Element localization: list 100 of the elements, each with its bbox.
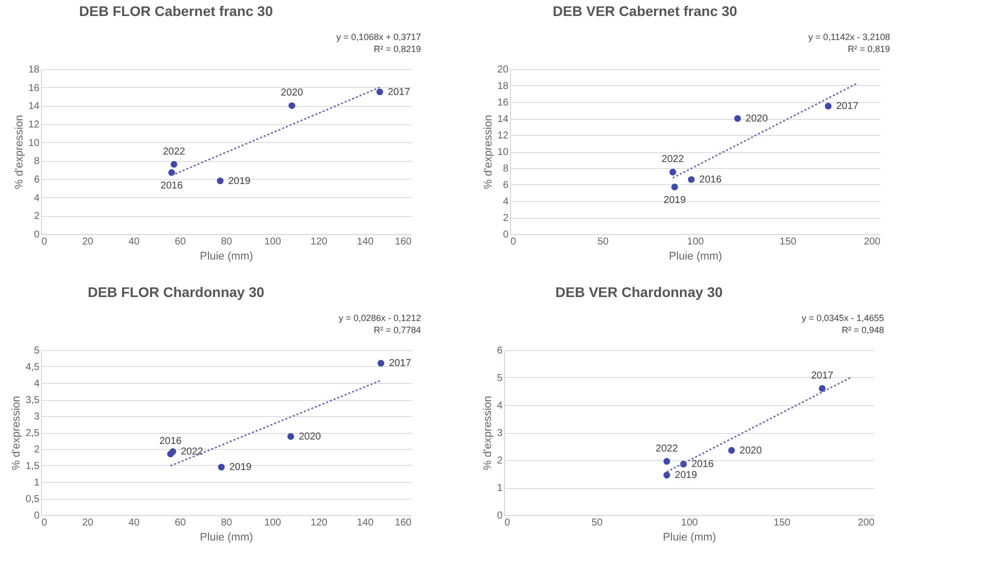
point — [734, 115, 741, 122]
point — [168, 169, 176, 176]
y-tick-label: 10 — [497, 147, 509, 158]
y-tick-label: 2 — [34, 444, 40, 456]
x-tick-label: 100 — [687, 236, 704, 248]
text: y = 0,0286x - 0,1212 — [338, 313, 421, 323]
y-tick-label: 4 — [34, 378, 40, 390]
x-tick-label: 200 — [858, 518, 875, 528]
y-tick-label: 2,5 — [26, 428, 40, 439]
y-tick-label: 3 — [34, 412, 40, 422]
x-tick-label: 0 — [42, 518, 48, 528]
annotation: 2017 — [388, 358, 412, 370]
text: y = 0,0345x - 1,4655 — [802, 313, 884, 323]
text: R² = 0,819 — [848, 44, 890, 54]
x-tick-label: 200 — [864, 236, 881, 248]
x-tick-label: 100 — [264, 236, 282, 248]
point — [671, 184, 678, 190]
x-axis-title: Pluie (mm) — [668, 250, 722, 262]
y-tick-label: 6 — [496, 346, 503, 356]
annotation: 2022 — [656, 443, 678, 454]
point — [818, 385, 826, 392]
x-axis-title: Pluie (mm) — [200, 250, 254, 262]
annotation: 2016 — [699, 174, 722, 186]
y-axis-title: % d'expression — [10, 396, 23, 470]
y-tick-label: 8 — [502, 164, 509, 174]
y-tick-label: 1,5 — [26, 461, 40, 472]
y-tick-label: 14 — [497, 114, 509, 125]
x-tick-label: 80 — [220, 236, 232, 248]
y-tick-label: 0 — [34, 510, 40, 522]
x-tick-label: 40 — [128, 236, 140, 248]
point — [688, 176, 695, 183]
point — [663, 458, 670, 465]
y-tick-label: 6 — [34, 174, 40, 186]
y-tick-label: 5 — [34, 346, 40, 356]
y-tick-label: 18 — [497, 81, 509, 92]
point — [663, 472, 670, 478]
annotation: 2022 — [180, 446, 204, 458]
chart-title: DEB VER Chardonnay 30 — [555, 284, 723, 300]
point — [169, 448, 176, 455]
y-tick-label: 1 — [496, 483, 503, 494]
y-tick-label: 0,5 — [26, 494, 40, 505]
x-tick-label: 120 — [310, 236, 328, 248]
x-tick-label: 50 — [591, 518, 603, 528]
y-tick-label: 2 — [34, 211, 40, 222]
text: R² = 0,7784 — [374, 325, 421, 335]
x-tick-label: 20 — [82, 518, 94, 528]
y-tick-label: 0 — [502, 230, 509, 240]
annotation: 2020 — [740, 445, 762, 456]
x-tick-label: 120 — [310, 518, 328, 528]
y-tick-label: 10 — [28, 138, 40, 149]
x-tick-label: 50 — [597, 236, 609, 248]
annotation: 2017 — [388, 86, 410, 98]
y-axis-title: % d'expression — [482, 396, 494, 470]
y-axis-title: % d'expression — [482, 114, 494, 190]
text: R² = 0,948 — [842, 325, 884, 335]
y-tick-label: 16 — [28, 82, 40, 94]
y-tick-label: 4 — [496, 400, 503, 412]
point — [824, 102, 832, 110]
y-tick-label: 1 — [34, 478, 40, 488]
y-tick-label: 4,5 — [26, 362, 40, 373]
x-tick-label: 140 — [356, 518, 374, 528]
x-axis-title: Pluie (mm) — [200, 532, 254, 544]
text: y = 0,1142x - 3,2108 — [808, 32, 890, 42]
text: y = 0,1068x + 0,3717 — [336, 32, 421, 42]
x-tick-label: 20 — [82, 236, 94, 248]
y-tick-label: 4 — [502, 196, 509, 208]
y-tick-label: 6 — [502, 180, 509, 191]
annotation: 2022 — [662, 154, 684, 166]
x-tick-label: 160 — [394, 236, 412, 248]
annotation: 2019 — [664, 194, 686, 206]
x-tick-label: 150 — [780, 236, 797, 248]
x-tick-label: 0 — [510, 236, 516, 248]
x-tick-label: 140 — [356, 236, 374, 248]
x-tick-label: 100 — [681, 518, 698, 528]
point — [218, 464, 225, 470]
annotation: 2016 — [160, 180, 184, 192]
point — [288, 102, 296, 110]
x-tick-label: 40 — [128, 518, 140, 528]
y-tick-label: 0 — [496, 510, 503, 522]
y-tick-label: 2 — [496, 456, 503, 466]
annotation: 2019 — [674, 470, 698, 482]
annotation: 2019 — [228, 176, 251, 187]
y-tick-label: 0 — [34, 230, 40, 240]
y-tick-label: 2 — [502, 213, 509, 224]
text: R² = 0,8219 — [374, 44, 421, 54]
y-tick-label: 8 — [34, 156, 40, 168]
annotation: 2016 — [159, 436, 182, 447]
annotation: 2016 — [691, 459, 714, 470]
point — [378, 360, 384, 367]
y-tick-label: 14 — [28, 101, 40, 112]
x-tick-label: 150 — [774, 518, 791, 528]
y-tick-label: 12 — [28, 120, 40, 130]
x-tick-label: 80 — [220, 518, 232, 528]
chart-title: DEB VER Cabernet franc 30 — [552, 3, 738, 19]
y-tick-label: 3 — [496, 428, 503, 439]
point — [669, 168, 676, 176]
x-tick-label: 60 — [174, 236, 186, 248]
point — [728, 447, 735, 454]
y-tick-label: 4 — [34, 192, 40, 204]
x-tick-label: 60 — [174, 518, 186, 528]
